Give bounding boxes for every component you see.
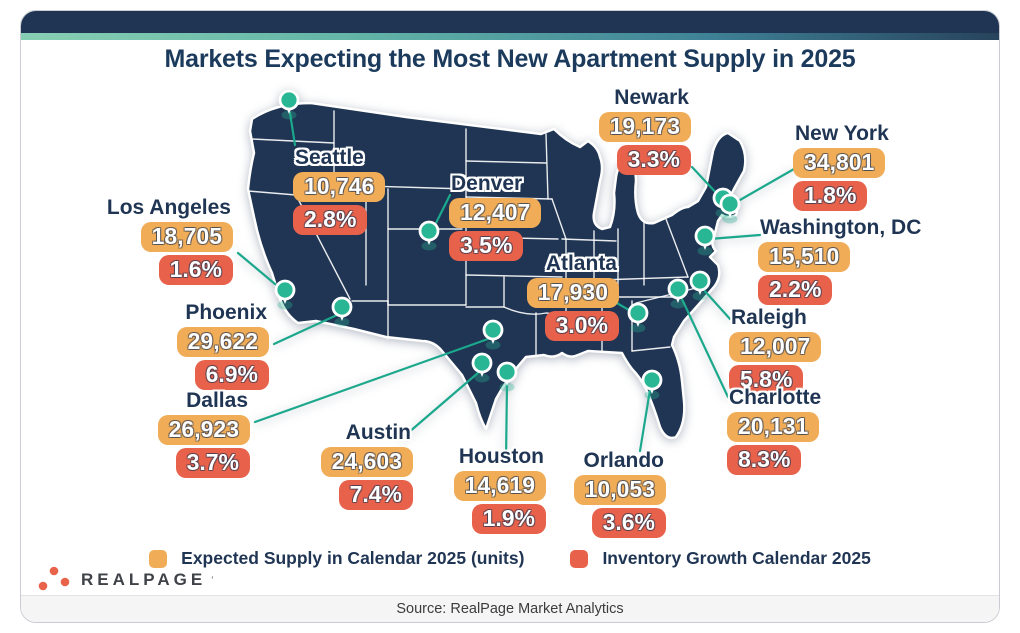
supply-badge: 10,053 [573, 475, 666, 506]
city-name: Raleigh [731, 306, 807, 329]
supply-badge: 18,705 [140, 222, 233, 253]
supply-badge: 15,510 [758, 242, 851, 273]
connector-phoenix [272, 313, 339, 346]
trademark-tick: ’ [211, 575, 214, 585]
growth-badge: 5.8% [729, 365, 804, 396]
supply-badge: 19,173 [598, 112, 691, 143]
supply-badge: 12,407 [449, 198, 542, 229]
supply-badge: 10,746 [293, 172, 386, 203]
connector-new-york [731, 167, 796, 206]
city-name: Los Angeles [106, 196, 231, 219]
realpage-logo-text: REALPAGE [81, 570, 207, 589]
market-label-los-angeles: Los Angeles 18,705 1.6% [73, 196, 233, 286]
supply-badge: 26,923 [157, 415, 250, 446]
market-label-raleigh: Raleigh 12,007 5.8% [729, 306, 822, 396]
page-title: Markets Expecting the Most New Apartment… [164, 45, 856, 73]
market-label-phoenix: Phoenix 29,622 6.9% [109, 301, 269, 391]
market-label-washington-dc: Washington, DC 15,510 2.2% [758, 216, 923, 306]
map-pins [274, 89, 741, 400]
growth-badge: 2.2% [758, 275, 833, 306]
supply-badge: 24,603 [320, 447, 413, 478]
market-label-orlando: Orlando 10,053 3.6% [506, 449, 666, 539]
map-pin-washington-dc [694, 225, 716, 256]
supply-badge: 34,801 [793, 148, 886, 179]
map-pin-los-angeles [274, 279, 296, 310]
growth-badge: 1.8% [793, 181, 868, 212]
supply-badge: 29,622 [176, 327, 269, 358]
map-pin-seattle [278, 89, 300, 120]
supply-badge: 14,619 [453, 471, 546, 502]
market-label-newark: Newark 19,173 3.3% [531, 86, 691, 176]
map-pin-houston [496, 361, 518, 392]
map-pin-denver [418, 220, 440, 251]
source-bar: Source: RealPage Market Analytics [21, 595, 999, 622]
connector-houston [504, 381, 509, 463]
market-label-atlanta: Atlanta 17,930 3.0% [459, 252, 619, 342]
supply-legend-label: Expected Supply in Calendar 2025 (units) [181, 548, 525, 568]
growth-badge: 3.3% [616, 145, 691, 176]
city-name: Denver [451, 172, 523, 195]
city-name: Phoenix [185, 301, 267, 324]
connector-raleigh [701, 287, 732, 321]
supply-badge: 17,930 [526, 278, 619, 309]
growth-badge: 1.9% [471, 504, 546, 535]
infographic-card: Markets Expecting the Most New Apartment… [20, 10, 1000, 623]
source-text: Source: RealPage Market Analytics [396, 601, 624, 617]
city-name: New York [795, 122, 889, 145]
city-name: Washington, DC [760, 216, 922, 239]
connector-austin [399, 370, 481, 441]
market-label-houston: Houston 14,619 1.9% [386, 445, 546, 535]
market-label-dallas: Dallas 26,923 3.7% [90, 389, 250, 479]
city-name: Orlando [583, 449, 664, 472]
connector-washington-dc [707, 233, 762, 241]
growth-badge: 3.0% [544, 311, 619, 342]
supply-badge: 12,007 [729, 332, 822, 363]
city-name: Dallas [186, 389, 248, 412]
map-pin-dallas [482, 319, 504, 350]
city-name: Austin [345, 421, 411, 444]
connector-seattle [288, 111, 297, 147]
supply-badge: 20,131 [727, 412, 820, 443]
city-name: Seattle [295, 146, 364, 169]
growth-badge: 3.7% [175, 448, 250, 479]
legend: Expected Supply in Calendar 2025 (units)… [21, 548, 999, 569]
market-label-new-york: New York 34,801 1.8% [793, 122, 891, 212]
growth-badge: 3.6% [591, 508, 666, 539]
growth-legend-swatch [570, 549, 589, 568]
growth-badge: 6.9% [194, 360, 269, 391]
map-pin-atlanta [627, 302, 649, 333]
city-name: Atlanta [545, 252, 617, 275]
city-name: Newark [614, 86, 689, 109]
connector-orlando [638, 388, 652, 453]
top-navy-bar [21, 11, 999, 33]
growth-badge: 3.5% [449, 231, 524, 262]
growth-badge: 1.6% [158, 255, 233, 286]
market-label-seattle: Seattle 10,746 2.8% [293, 146, 386, 236]
supply-legend-swatch [149, 549, 168, 568]
market-label-charlotte: Charlotte 20,131 8.3% [727, 386, 823, 476]
realpage-logo: REALPAGE ’ [37, 565, 213, 595]
growth-badge: 7.4% [338, 480, 413, 511]
growth-legend-label: Inventory Growth Calendar 2025 [602, 548, 871, 568]
growth-badge: 8.3% [727, 445, 802, 476]
market-label-denver: Denver 12,407 3.5% [449, 172, 542, 262]
map-pin-austin [471, 352, 493, 383]
growth-badge: 2.8% [293, 205, 368, 236]
map-pin-charlotte [667, 278, 689, 309]
connector-los-angeles [236, 251, 283, 291]
map-pin-phoenix [331, 296, 353, 327]
market-label-austin: Austin 24,603 7.4% [253, 421, 413, 511]
connector-charlotte [679, 295, 730, 399]
map-pin-raleigh [689, 270, 711, 301]
city-name: Houston [458, 445, 544, 468]
teal-gradient-bar [21, 33, 999, 40]
connector-dallas [253, 337, 490, 424]
city-name: Charlotte [729, 386, 822, 409]
map-pin-orlando [641, 369, 663, 400]
map-pin-new-york [719, 193, 741, 224]
realpage-dots-icon [38, 566, 70, 591]
